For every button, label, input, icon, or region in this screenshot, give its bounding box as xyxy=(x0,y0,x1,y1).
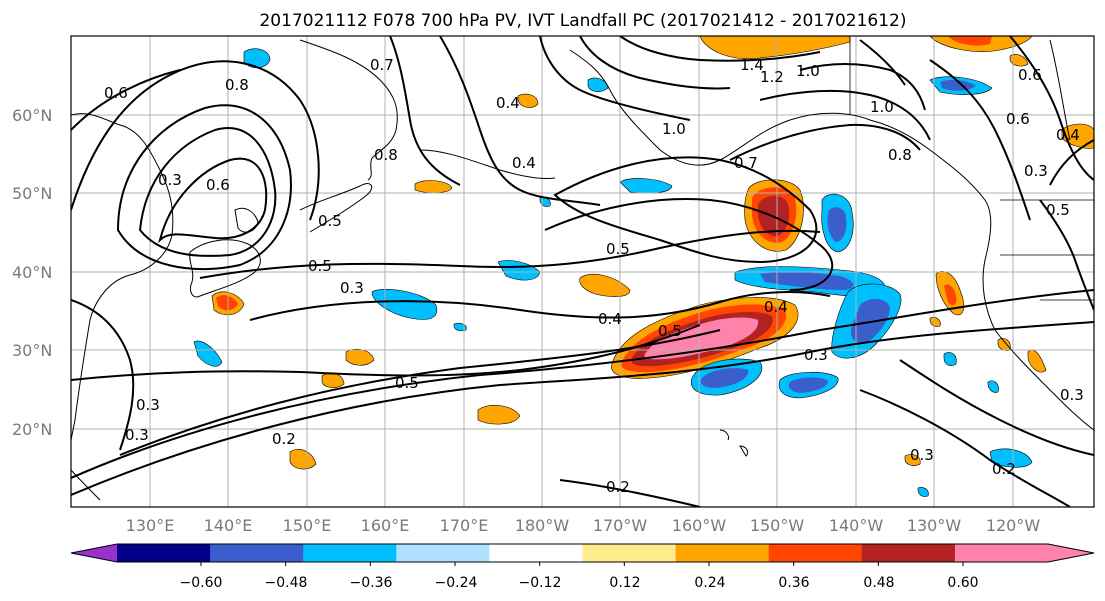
contour-label: 0.4 xyxy=(598,310,622,328)
latitude-labels: 60°N 50°N 40°N 30°N 20°N xyxy=(12,106,52,439)
colorbar-tick-label: −0.24 xyxy=(435,575,478,591)
contour-label: 0.8 xyxy=(225,76,249,94)
contour-label: 0.8 xyxy=(374,146,398,164)
lon-label: 130°E xyxy=(126,516,175,535)
colorbar-segment xyxy=(210,544,304,562)
colorbar-extend-max xyxy=(1048,544,1094,562)
colorbar-tick-label: −0.12 xyxy=(519,575,562,591)
lat-label-20n: 20°N xyxy=(12,420,52,439)
colorbar-outline xyxy=(70,543,1095,563)
lon-label: 120°W xyxy=(986,516,1041,535)
contour-label: 0.3 xyxy=(340,279,364,297)
colorbar-segment xyxy=(303,544,397,562)
lon-label: 150°W xyxy=(750,516,805,535)
colorbar-tick-labels: −0.60 −0.48 −0.36 −0.24 −0.12 0.12 0.24 … xyxy=(180,575,979,591)
colorbar-tick-label: 0.12 xyxy=(609,575,640,591)
contour-label: 0.6 xyxy=(1006,110,1030,128)
lat-label-60n: 60°N xyxy=(12,106,52,125)
colorbar-tick-label: −0.48 xyxy=(265,575,308,591)
lon-label: 160°E xyxy=(361,516,410,535)
contour-label: 0.8 xyxy=(888,146,912,164)
contour-label: 1.0 xyxy=(870,98,894,116)
longitude-labels: 130°E 140°E 150°E 160°E 170°E 180°W 170°… xyxy=(126,516,1041,535)
contour-label: 0.2 xyxy=(272,430,296,448)
contour-label: 1.2 xyxy=(760,68,784,86)
colorbar-tick-label: 0.48 xyxy=(863,575,894,591)
colorbar-segment xyxy=(861,544,956,562)
colorbar-tick-label: −0.60 xyxy=(180,575,223,591)
contour-label: 0.3 xyxy=(125,426,149,444)
contour-label: 0.5 xyxy=(395,374,419,392)
contour-label: 0.2 xyxy=(606,478,630,496)
map-area: 0.6 0.8 0.3 0.6 0.8 0.7 0.4 0.5 0.5 0.3 … xyxy=(71,36,1094,507)
contour-label: 0.5 xyxy=(318,212,342,230)
contour-label: 0.5 xyxy=(606,240,630,258)
contour-label: 0.4 xyxy=(512,154,536,172)
lon-label: 160°W xyxy=(672,516,727,535)
colorbar-segment xyxy=(489,544,583,562)
colorbar-segment xyxy=(768,544,863,562)
contour-label: 0.6 xyxy=(206,176,230,194)
contour-label: 1.4 xyxy=(740,56,764,74)
lon-label: 170°W xyxy=(593,516,648,535)
contour-label: 0.3 xyxy=(804,346,828,364)
lat-label-40n: 40°N xyxy=(12,263,52,282)
lon-label: 180°W xyxy=(515,516,570,535)
lon-label: 150°E xyxy=(283,516,332,535)
contour-label: 0.2 xyxy=(992,460,1016,478)
colorbar-segment xyxy=(582,544,677,562)
contour-label: 0.4 xyxy=(764,298,788,316)
colorbar-segment xyxy=(396,544,490,562)
contour-label: 1.0 xyxy=(796,62,820,80)
contour-label: 0.5 xyxy=(308,257,332,275)
contour-label: 0.6 xyxy=(104,84,128,102)
coastlines xyxy=(71,39,1094,501)
colorbar-tick-label: 0.60 xyxy=(947,575,978,591)
contour-label: 0.3 xyxy=(158,171,182,189)
colorbar-segment xyxy=(675,544,770,562)
colorbar-tick-label: 0.24 xyxy=(694,575,725,591)
borders xyxy=(849,36,1094,301)
contour-labels: 0.6 0.8 0.3 0.6 0.8 0.7 0.4 0.5 0.5 0.3 … xyxy=(104,56,1084,496)
lon-label: 140°W xyxy=(829,516,884,535)
colorbar-segment xyxy=(117,544,211,562)
map-frame xyxy=(70,35,1095,508)
lat-label-50n: 50°N xyxy=(12,184,52,203)
contour-label: 1.0 xyxy=(662,120,686,138)
contour-label: 0.3 xyxy=(910,446,934,464)
lat-label-30n: 30°N xyxy=(12,341,52,360)
colorbar-extend-min xyxy=(71,544,117,562)
colorbar-tick-label: −0.36 xyxy=(350,575,393,591)
contour-label: 0.5 xyxy=(658,322,682,340)
contour-label: 0.3 xyxy=(136,396,160,414)
contour-label: 0.6 xyxy=(1018,66,1042,84)
colorbar-tick-label: 0.36 xyxy=(778,575,809,591)
contour-label: 0.7 xyxy=(734,154,758,172)
colorbar-segment xyxy=(954,544,1049,562)
contour-label: 0.3 xyxy=(1060,386,1084,404)
colorbar xyxy=(70,543,1095,566)
contour-label: 0.5 xyxy=(1046,201,1070,219)
contour-label: 0.3 xyxy=(1024,162,1048,180)
lon-label: 130°W xyxy=(907,516,962,535)
contour-label: 0.7 xyxy=(370,56,394,74)
contour-label: 0.4 xyxy=(496,94,520,112)
lon-label: 140°E xyxy=(204,516,253,535)
pv-contours xyxy=(71,36,1094,507)
figure-title: 2017021112 F078 700 hPa PV, IVT Landfall… xyxy=(259,11,906,31)
contour-label: 0.4 xyxy=(1056,126,1080,144)
lon-label: 170°E xyxy=(440,516,489,535)
